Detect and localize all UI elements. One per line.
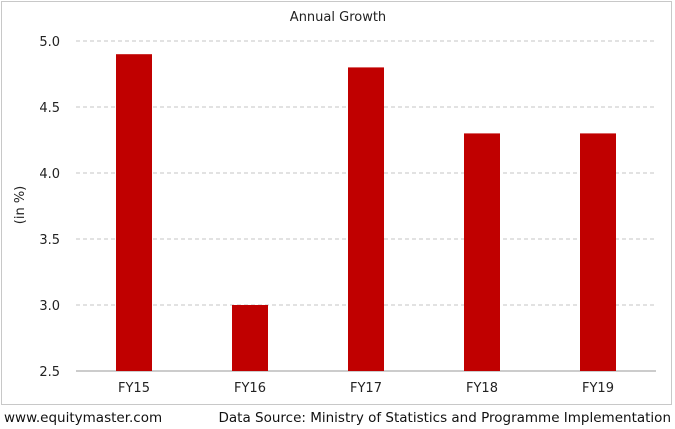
x-tick-label: FY15 [118,381,150,396]
bar-fy18 [464,133,500,371]
bar-chart: Annual Growth (in %) 2.53.03.54.04.55.0 … [13,10,656,396]
y-tick-label: 4.5 [39,101,60,116]
x-tick-label: FY19 [582,381,614,396]
x-axis-ticks: FY15 FY16 FY17 FY18 FY19 [118,381,614,396]
chart-frame [1,1,672,405]
y-tick-label: 3.0 [39,299,60,314]
x-tick-label: FY16 [234,381,266,396]
bar-fy15 [116,54,152,371]
x-tick-label: FY18 [466,381,498,396]
bar-fy19 [580,133,616,371]
bar-fy17 [348,67,384,372]
chart-title: Annual Growth [290,10,386,25]
bars [116,54,616,372]
y-axis-ticks: 2.5 3.0 3.5 4.0 4.5 5.0 [39,35,60,380]
y-tick-label: 5.0 [39,35,60,50]
y-tick-label: 3.5 [39,233,60,248]
data-source-note: Data Source: Ministry of Statistics and … [218,410,672,426]
y-tick-label: 4.0 [39,167,60,182]
x-tick-label: FY17 [350,381,382,396]
website-credit: www.equitymaster.com [4,410,163,426]
bar-fy16 [232,305,268,371]
y-tick-label: 2.5 [39,365,60,380]
y-axis-label: (in %) [13,186,28,224]
